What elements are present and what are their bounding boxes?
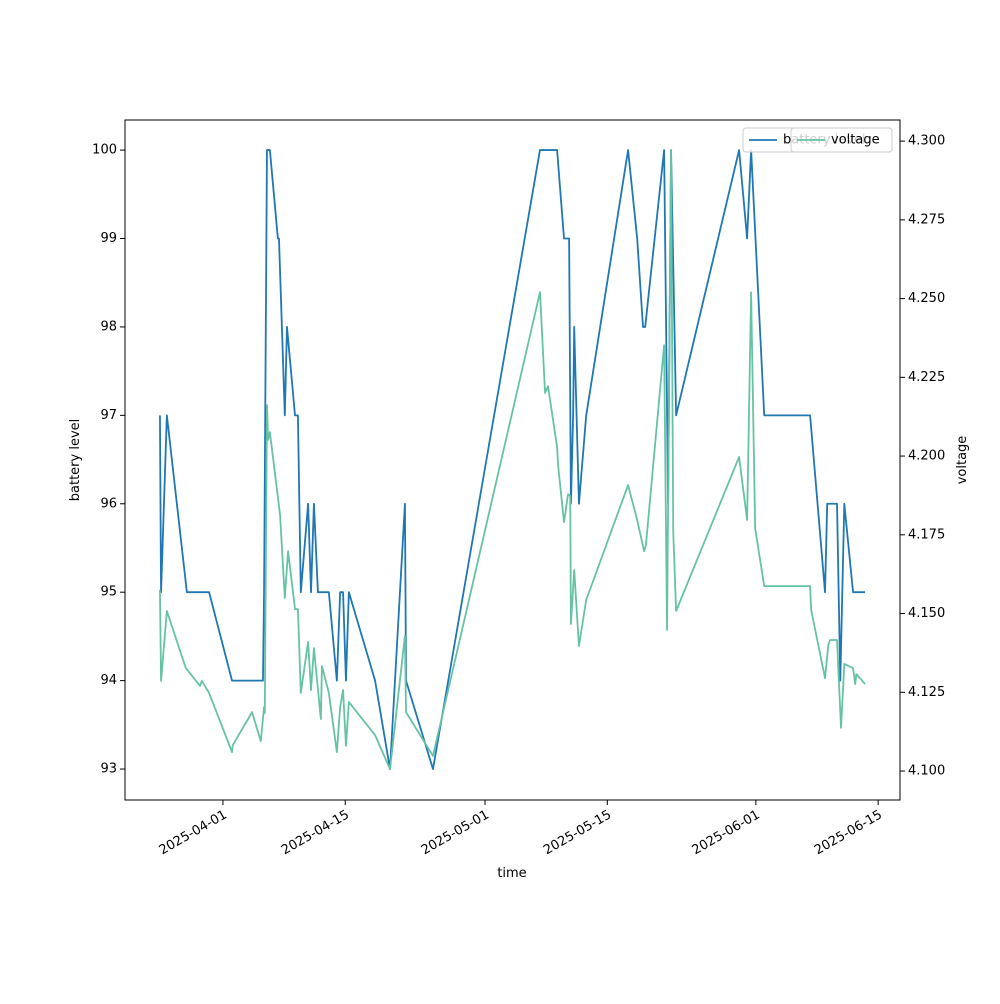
series-line xyxy=(159,149,866,771)
y2-tick-label: 4.300 xyxy=(908,134,945,149)
y2-tick-label: 4.250 xyxy=(908,291,945,306)
y-tick-label: 99 xyxy=(100,231,117,246)
y2-tick-label: 4.275 xyxy=(908,212,945,227)
y-tick-label: 97 xyxy=(100,408,117,423)
legend: voltage xyxy=(790,127,893,153)
y2-tick-label: 4.175 xyxy=(908,527,945,542)
y-tick-label: 96 xyxy=(100,496,117,511)
y2-tick-label: 4.150 xyxy=(908,606,945,621)
y2-axis-label: voltage xyxy=(955,436,970,485)
y2-tick-label: 4.225 xyxy=(908,370,945,385)
y2-tick-label: 4.125 xyxy=(908,685,945,700)
y-tick-label: 93 xyxy=(100,762,117,777)
y-tick-label: 95 xyxy=(100,585,117,600)
y-tick-label: 94 xyxy=(100,673,117,688)
y2-tick-label: 4.200 xyxy=(908,449,945,464)
y-axis-label: battery level xyxy=(68,419,83,502)
y2-tick-label: 4.100 xyxy=(908,764,945,779)
series-line xyxy=(159,149,866,770)
y-tick-label: 98 xyxy=(100,319,117,334)
y-tick-label: 100 xyxy=(92,143,117,158)
legend-label: voltage xyxy=(831,133,880,148)
x-axis-label: time xyxy=(497,866,526,881)
legend-box xyxy=(790,127,893,153)
plot-frame xyxy=(124,119,901,801)
